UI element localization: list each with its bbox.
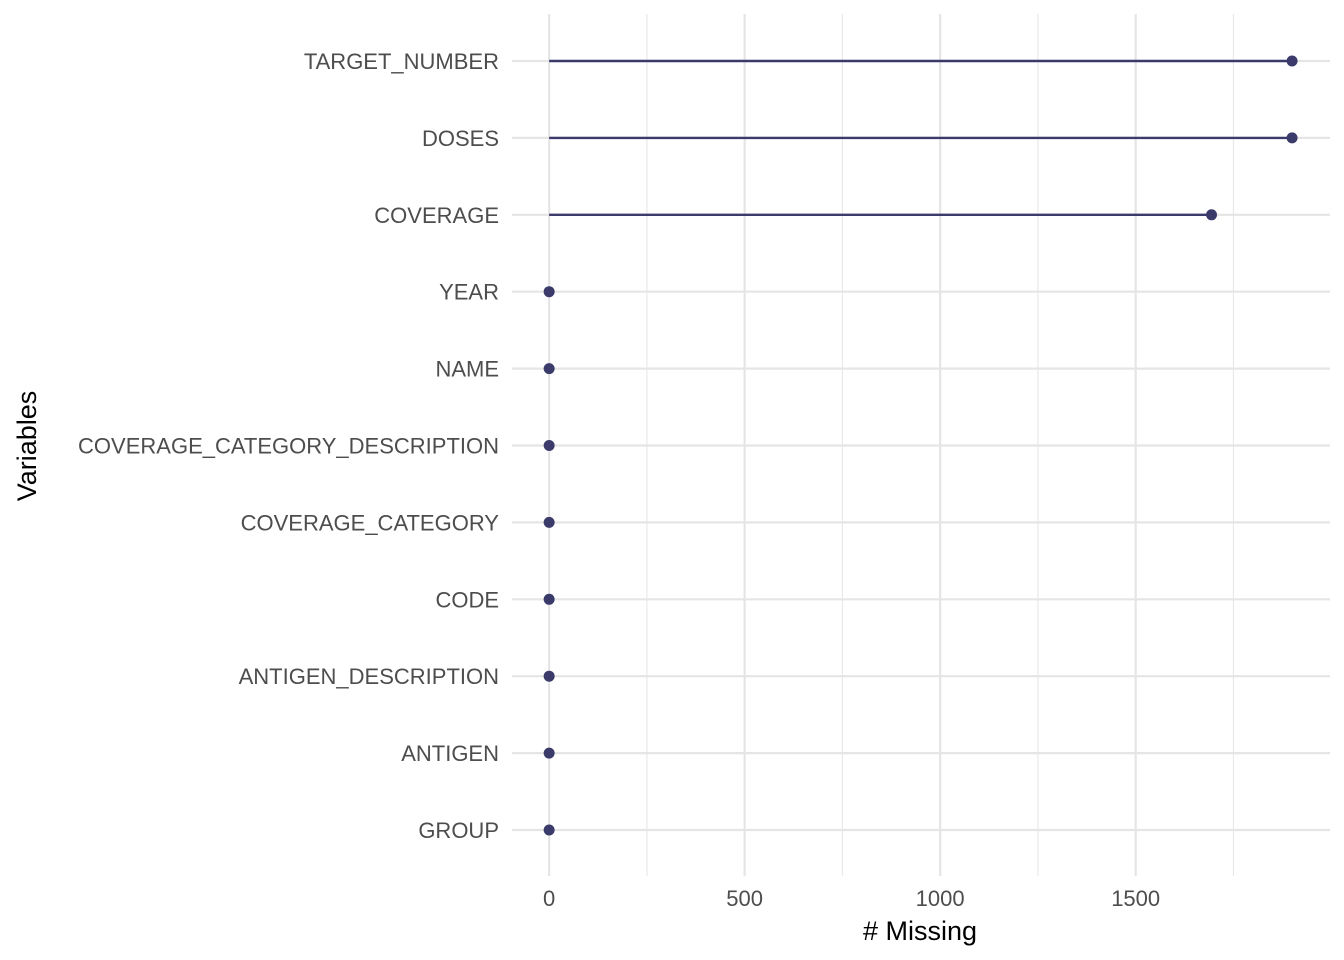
- x-tick-label: 0: [543, 886, 555, 911]
- x-tick-label: 1000: [916, 886, 965, 911]
- y-tick-label: NAME: [435, 357, 499, 382]
- chart-marks: [543, 55, 1298, 836]
- y-tick-label: TARGET_NUMBER: [304, 49, 499, 74]
- y-tick-label: COVERAGE_CATEGORY: [241, 510, 500, 535]
- lollipop-point: [543, 747, 555, 759]
- x-tick-labels: 0 500 1000 1500: [543, 886, 1160, 911]
- y-tick-label: CODE: [435, 587, 499, 612]
- lollipop-point: [543, 824, 555, 836]
- lollipop-point: [543, 363, 555, 375]
- y-tick-label: COVERAGE: [374, 203, 499, 228]
- x-axis-title: # Missing: [863, 916, 977, 946]
- lollipop-point: [543, 286, 555, 298]
- y-tick-label: ANTIGEN: [401, 741, 499, 766]
- y-tick-label: GROUP: [418, 818, 499, 843]
- x-tick-label: 1500: [1111, 886, 1160, 911]
- lollipop-point: [1286, 55, 1298, 67]
- y-tick-label: ANTIGEN_DESCRIPTION: [239, 664, 499, 689]
- x-tick-label: 500: [726, 886, 763, 911]
- lollipop-point: [1286, 132, 1298, 144]
- lollipop-point: [543, 516, 555, 528]
- y-tick-labels: TARGET_NUMBER DOSES COVERAGE YEAR NAME COVERA…: [78, 49, 499, 843]
- y-axis-title: Variables: [12, 391, 42, 502]
- y-tick-label: DOSES: [422, 126, 499, 151]
- lollipop-point: [1206, 209, 1218, 221]
- lollipop-point: [543, 593, 555, 605]
- lollipop-point: [543, 670, 555, 682]
- grid-lines: [512, 14, 1330, 876]
- y-tick-label: YEAR: [439, 280, 499, 305]
- lollipop-point: [543, 440, 555, 451]
- y-tick-label: COVERAGE_CATEGORY_DESCRIPTION: [78, 434, 499, 459]
